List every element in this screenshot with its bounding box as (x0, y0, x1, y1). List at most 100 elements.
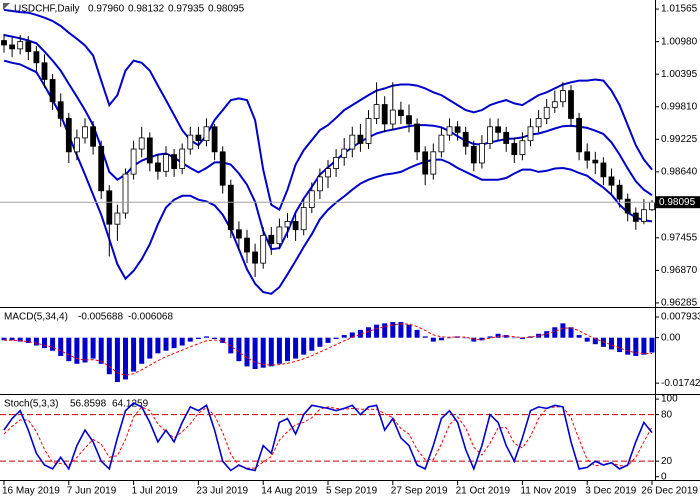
candle-body (146, 137, 153, 164)
candle-body (308, 190, 315, 208)
macd-bar (179, 337, 185, 346)
candle-body (487, 126, 493, 144)
candle-body (41, 62, 48, 80)
stoch-k (3, 402, 653, 472)
macd-bar (430, 337, 436, 342)
macd-bar (90, 337, 96, 359)
candle-body (33, 51, 40, 64)
candle-body (106, 190, 113, 225)
macd-bar (260, 337, 266, 368)
macd-bar (98, 337, 104, 364)
macd-bar (163, 337, 169, 351)
macd-bar (592, 337, 598, 345)
candle-body (527, 126, 534, 142)
macd-bar (33, 337, 39, 346)
y-tick-label: 0 (661, 471, 667, 482)
macd-bar (17, 337, 23, 342)
candle-body (608, 176, 615, 186)
candle-body (349, 134, 356, 150)
candle-body (74, 137, 80, 153)
candle-body (641, 209, 647, 222)
macd-bar (487, 336, 493, 338)
macd-bar (1, 337, 7, 341)
macd-bar (252, 337, 258, 369)
candle-body (187, 134, 194, 150)
macd-bar (195, 337, 201, 339)
candle-body (495, 126, 502, 133)
candle-body (381, 104, 388, 125)
macd-bar (479, 337, 485, 341)
macd-bar (42, 337, 47, 349)
y-tick-label: 1.00395 (661, 69, 698, 80)
stoch-d (3, 406, 653, 469)
candle-body (462, 131, 469, 147)
macd-bar (422, 336, 428, 338)
macd-bar (495, 333, 501, 338)
y-tick-label: 0.99225 (661, 134, 698, 145)
macd-bar (268, 337, 274, 367)
x-tick-label: 3 Dec 2019 (585, 486, 637, 497)
ohlc-label: 0.98132 (128, 4, 165, 15)
candle-body (406, 115, 412, 125)
x-tick-label: 23 Jul 2019 (196, 486, 248, 497)
y-tick-label: 0.007933 (661, 312, 700, 323)
candle-body (616, 184, 623, 200)
macd-bar (633, 337, 639, 356)
ohlc-label: 0.97935 (168, 4, 205, 15)
macd-bar (25, 337, 31, 343)
macd-bar (438, 337, 444, 341)
macd-bar (349, 332, 355, 338)
x-tick-label: 5 Sep 2019 (326, 486, 378, 497)
macd-bar (155, 337, 161, 354)
y-tick-label: 80 (661, 409, 673, 420)
x-tick-label: 26 Dec 2019 (641, 486, 698, 497)
macd-bar (204, 336, 209, 338)
macd-bar (82, 337, 88, 363)
macd-bar (50, 337, 56, 351)
stoch-title: Stoch(5,3,3) (4, 399, 58, 410)
macd-bar (447, 337, 452, 339)
macd-bar (317, 337, 323, 347)
price-label: 0.98095 (659, 197, 696, 208)
macd-bar (139, 337, 145, 364)
macd-bar (123, 337, 128, 380)
macd-bar (398, 322, 404, 338)
macd-bar (58, 337, 64, 356)
candle-body (252, 251, 259, 264)
macd-bar (244, 337, 250, 367)
candle-body (284, 221, 291, 228)
macd-bar (285, 337, 290, 362)
candle-body (568, 90, 574, 119)
y-tick-label: 0.98640 (661, 167, 698, 178)
candle-body (478, 143, 485, 164)
candle-body (179, 148, 186, 169)
candle-body (632, 212, 639, 222)
candle-body (584, 151, 591, 161)
bollinger-lower (3, 59, 653, 295)
macd-bar (333, 337, 339, 339)
candle-body (422, 151, 429, 175)
y-tick-label: 20 (661, 456, 673, 467)
candle-body (25, 41, 32, 53)
candle-body (624, 198, 631, 214)
candle-body (154, 162, 161, 172)
candle-body (543, 106, 550, 119)
candle-body (235, 229, 242, 239)
macd-bar (357, 329, 363, 338)
candle-body (560, 90, 566, 103)
candle-body (17, 41, 24, 50)
macd-bar (463, 337, 469, 339)
y-tick-label: 1.00980 (661, 36, 698, 47)
candle-body (163, 154, 169, 172)
macd-bar (576, 335, 582, 338)
corner-icon (3, 3, 10, 10)
macd-value-label: -0.006068 (128, 312, 173, 323)
x-tick-label: 11 Nov 2019 (520, 486, 576, 497)
x-tick-label: 21 Oct 2019 (456, 486, 511, 497)
candle-body (535, 118, 542, 128)
candle-body (519, 140, 526, 156)
macd-bar (560, 323, 566, 338)
candle-body (82, 126, 88, 139)
candle-body (365, 118, 372, 144)
